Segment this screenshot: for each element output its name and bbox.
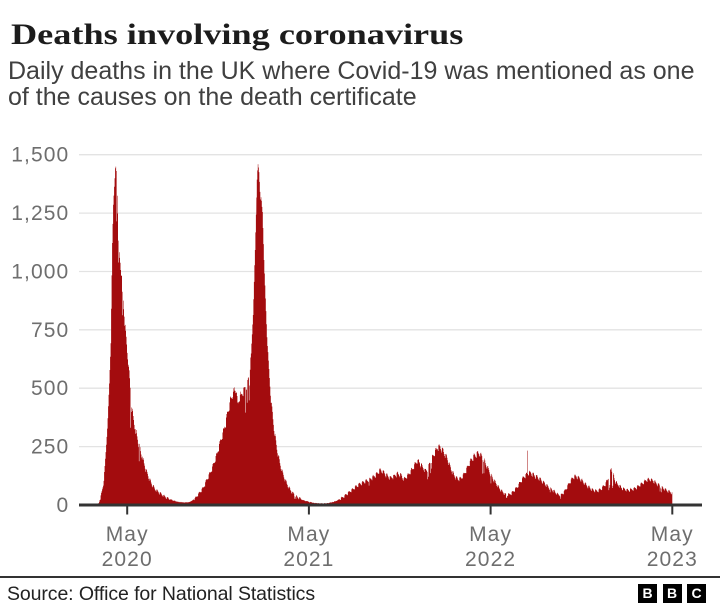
svg-text:May: May — [651, 523, 694, 546]
svg-text:250: 250 — [31, 436, 69, 459]
svg-text:2023: 2023 — [647, 548, 698, 571]
svg-text:May: May — [287, 523, 330, 546]
svg-text:0: 0 — [57, 494, 70, 517]
svg-text:1,250: 1,250 — [11, 202, 69, 225]
svg-text:May: May — [469, 523, 512, 546]
svg-text:750: 750 — [31, 319, 69, 342]
svg-text:1,000: 1,000 — [11, 261, 69, 284]
svg-text:1,500: 1,500 — [11, 144, 69, 167]
svg-text:2020: 2020 — [102, 548, 153, 571]
svg-text:2021: 2021 — [283, 548, 334, 571]
svg-text:May: May — [106, 523, 149, 546]
svg-text:2022: 2022 — [465, 548, 516, 571]
svg-text:500: 500 — [31, 377, 69, 400]
